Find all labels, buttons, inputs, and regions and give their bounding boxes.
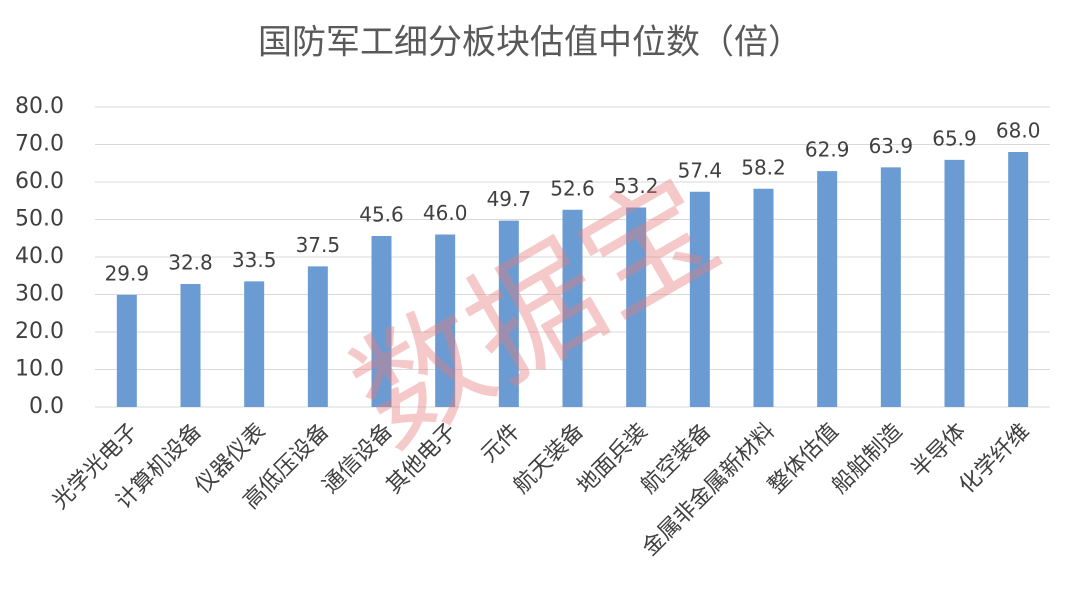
bar <box>435 234 456 407</box>
bar <box>562 209 583 407</box>
data-label: 62.9 <box>805 138 850 162</box>
data-label: 68.0 <box>996 119 1041 143</box>
data-label: 49.7 <box>487 187 532 211</box>
chart-title: 国防军工细分板块估值中位数（倍） <box>258 23 802 63</box>
y-tick-label: 30.0 <box>15 282 64 307</box>
data-label: 29.9 <box>105 261 150 285</box>
bar <box>753 188 774 407</box>
y-tick-label: 70.0 <box>15 132 64 157</box>
y-tick-label: 10.0 <box>15 357 64 382</box>
data-label: 46.0 <box>423 201 468 225</box>
data-label: 33.5 <box>232 248 277 272</box>
bar <box>817 171 838 407</box>
data-label: 57.4 <box>678 158 723 182</box>
bar <box>371 236 392 407</box>
bar <box>307 266 328 407</box>
data-label: 52.6 <box>550 176 595 200</box>
bar <box>880 167 901 407</box>
bar <box>1008 152 1029 407</box>
bar <box>116 294 137 407</box>
y-tick-label: 60.0 <box>15 169 64 194</box>
y-tick-label: 50.0 <box>15 207 64 232</box>
bar <box>944 159 965 407</box>
data-label: 32.8 <box>168 251 213 275</box>
bar <box>626 207 647 407</box>
bar <box>689 191 710 407</box>
y-tick-label: 20.0 <box>15 319 64 344</box>
data-label: 63.9 <box>869 134 914 158</box>
data-label: 37.5 <box>296 233 341 257</box>
data-label: 45.6 <box>359 203 404 227</box>
bar <box>244 281 265 407</box>
data-label: 65.9 <box>932 126 977 150</box>
data-label: 53.2 <box>614 174 659 198</box>
data-label: 58.2 <box>741 155 786 179</box>
y-tick-label: 80.0 <box>15 94 64 119</box>
bar <box>180 284 201 407</box>
y-tick-label: 40.0 <box>15 244 64 269</box>
y-tick-label: 0.0 <box>29 394 64 419</box>
bar <box>498 220 519 407</box>
